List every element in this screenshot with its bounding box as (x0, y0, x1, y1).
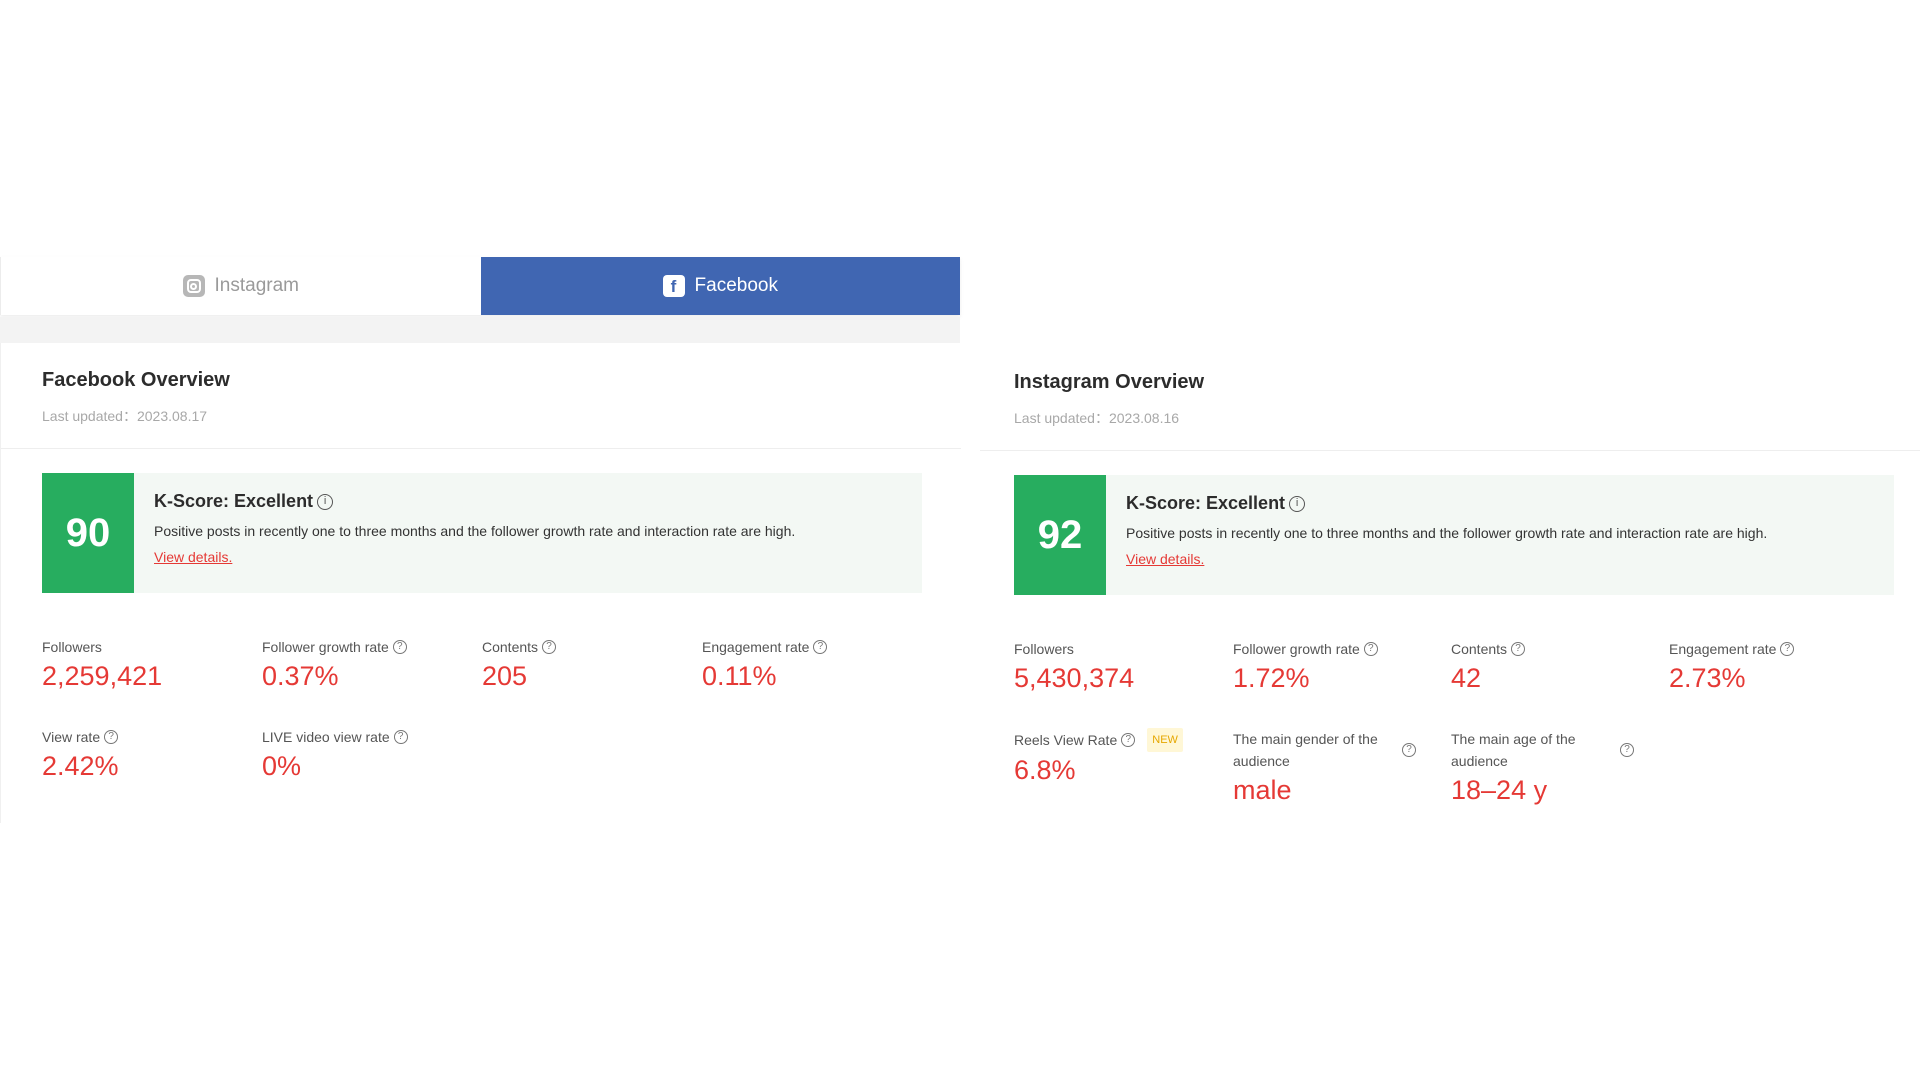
metric-value: 0% (262, 751, 302, 781)
help-icon[interactable]: ? (542, 640, 557, 654)
tab-facebook-label: Facebook (694, 275, 778, 296)
help-icon[interactable]: ? (1121, 733, 1136, 747)
metric-value: 18–24 y (1451, 775, 1548, 805)
kscore-title-text: K-Score: Excellent (154, 491, 314, 511)
metric-label: The main age of the audience (1451, 731, 1576, 769)
help-icon[interactable]: ? (393, 730, 408, 744)
instagram-icon (182, 275, 205, 297)
view-details-link[interactable]: View details. (154, 549, 233, 565)
platform-tabs: Instagram f Facebook (0, 257, 960, 315)
metric-label: Followers (1014, 641, 1074, 657)
help-icon[interactable]: ? (1780, 642, 1795, 656)
kscore-title: K-Score: Excellent i (154, 491, 795, 512)
help-icon[interactable]: ? (1620, 743, 1634, 757)
metric-contents: Contents? 42 (1451, 638, 1651, 694)
info-icon[interactable]: i (317, 493, 334, 510)
metric-label: The main gender of the audience (1233, 731, 1378, 769)
metric-view-rate: View rate? 2.42% (42, 726, 242, 782)
metric-value: 2.73% (1669, 663, 1746, 693)
help-icon[interactable]: ? (1511, 642, 1526, 656)
metric-value: 205 (482, 661, 528, 691)
metric-label: Followers (42, 639, 102, 655)
tab-facebook[interactable]: f Facebook (480, 257, 960, 315)
instagram-overview-panel: Instagram Overview Last updated：2023.08.… (980, 345, 1920, 825)
tab-instagram[interactable]: Instagram (0, 257, 481, 315)
info-icon[interactable]: i (1289, 495, 1306, 512)
panel-header: Instagram Overview Last updated：2023.08.… (980, 345, 1920, 451)
metric-main-gender: The main gender of the audience? male (1233, 728, 1433, 806)
metric-label: Contents (1451, 641, 1508, 657)
kscore-title: K-Score: Excellent i (1126, 493, 1767, 514)
metric-followers: Followers 2,259,421 (42, 636, 242, 692)
metric-label: Follower growth rate (1233, 641, 1360, 657)
kscore-card: 90 K-Score: Excellent i Positive posts i… (42, 473, 922, 593)
metric-value: 42 (1451, 663, 1482, 693)
metric-label: Engagement rate (702, 639, 810, 655)
metric-engagement-rate: Engagement rate? 2.73% (1669, 638, 1869, 694)
metric-value: 2,259,421 (42, 661, 163, 691)
metric-value: 2.42% (42, 751, 119, 781)
help-icon[interactable]: ? (1363, 642, 1378, 656)
metric-label: Engagement rate (1669, 641, 1777, 657)
metric-value: 5,430,374 (1014, 663, 1135, 693)
tabs-divider (0, 317, 960, 343)
metric-label: View rate (42, 729, 101, 745)
kscore-description: Positive posts in recently one to three … (1126, 525, 1768, 541)
metric-follower-growth-rate: Follower growth rate? 1.72% (1233, 638, 1433, 694)
kscore-description: Positive posts in recently one to three … (154, 523, 796, 539)
metric-contents: Contents? 205 (482, 636, 682, 692)
metric-live-video-view-rate: LIVE video view rate? 0% (262, 726, 462, 782)
help-icon[interactable]: ? (104, 730, 119, 744)
metric-label: Contents (482, 639, 539, 655)
kscore-title-text: K-Score: Excellent (1126, 493, 1286, 513)
kscore-card: 92 K-Score: Excellent i Positive posts i… (1014, 475, 1894, 595)
help-icon[interactable]: ? (392, 640, 407, 654)
facebook-icon: f (662, 275, 685, 297)
metric-value: male (1233, 775, 1292, 805)
metric-main-age: The main age of the audience? 18–24 y (1451, 728, 1651, 806)
kscore-value: 90 (42, 473, 134, 593)
panel-header: Facebook Overview Last updated：2023.08.1… (1, 343, 961, 449)
kscore-value: 92 (1014, 475, 1106, 595)
help-icon[interactable]: ? (813, 640, 828, 654)
panel-title: Facebook Overview (42, 369, 230, 391)
metric-reels-view-rate: Reels View Rate? NEW 6.8% (1014, 728, 1214, 786)
metric-follower-growth-rate: Follower growth rate? 0.37% (262, 636, 462, 692)
help-icon[interactable]: ? (1402, 743, 1416, 757)
view-details-link[interactable]: View details. (1126, 551, 1205, 567)
metric-engagement-rate: Engagement rate? 0.11% (702, 636, 902, 692)
tab-instagram-label: Instagram (214, 275, 299, 296)
metric-label: Reels View Rate (1014, 732, 1118, 748)
panel-title: Instagram Overview (1014, 371, 1205, 393)
metric-value: 1.72% (1233, 663, 1310, 693)
metric-value: 6.8% (1014, 755, 1076, 785)
metric-value: 0.37% (262, 661, 339, 691)
facebook-overview-panel: Facebook Overview Last updated：2023.08.1… (0, 343, 961, 823)
last-updated: Last updated：2023.08.16 (1014, 410, 1180, 426)
metric-followers: Followers 5,430,374 (1014, 638, 1214, 694)
metric-value: 0.11% (702, 661, 777, 691)
last-updated: Last updated：2023.08.17 (42, 408, 208, 424)
new-badge: NEW (1147, 728, 1183, 752)
metric-label: Follower growth rate (262, 639, 389, 655)
metric-label: LIVE video view rate (262, 729, 390, 745)
